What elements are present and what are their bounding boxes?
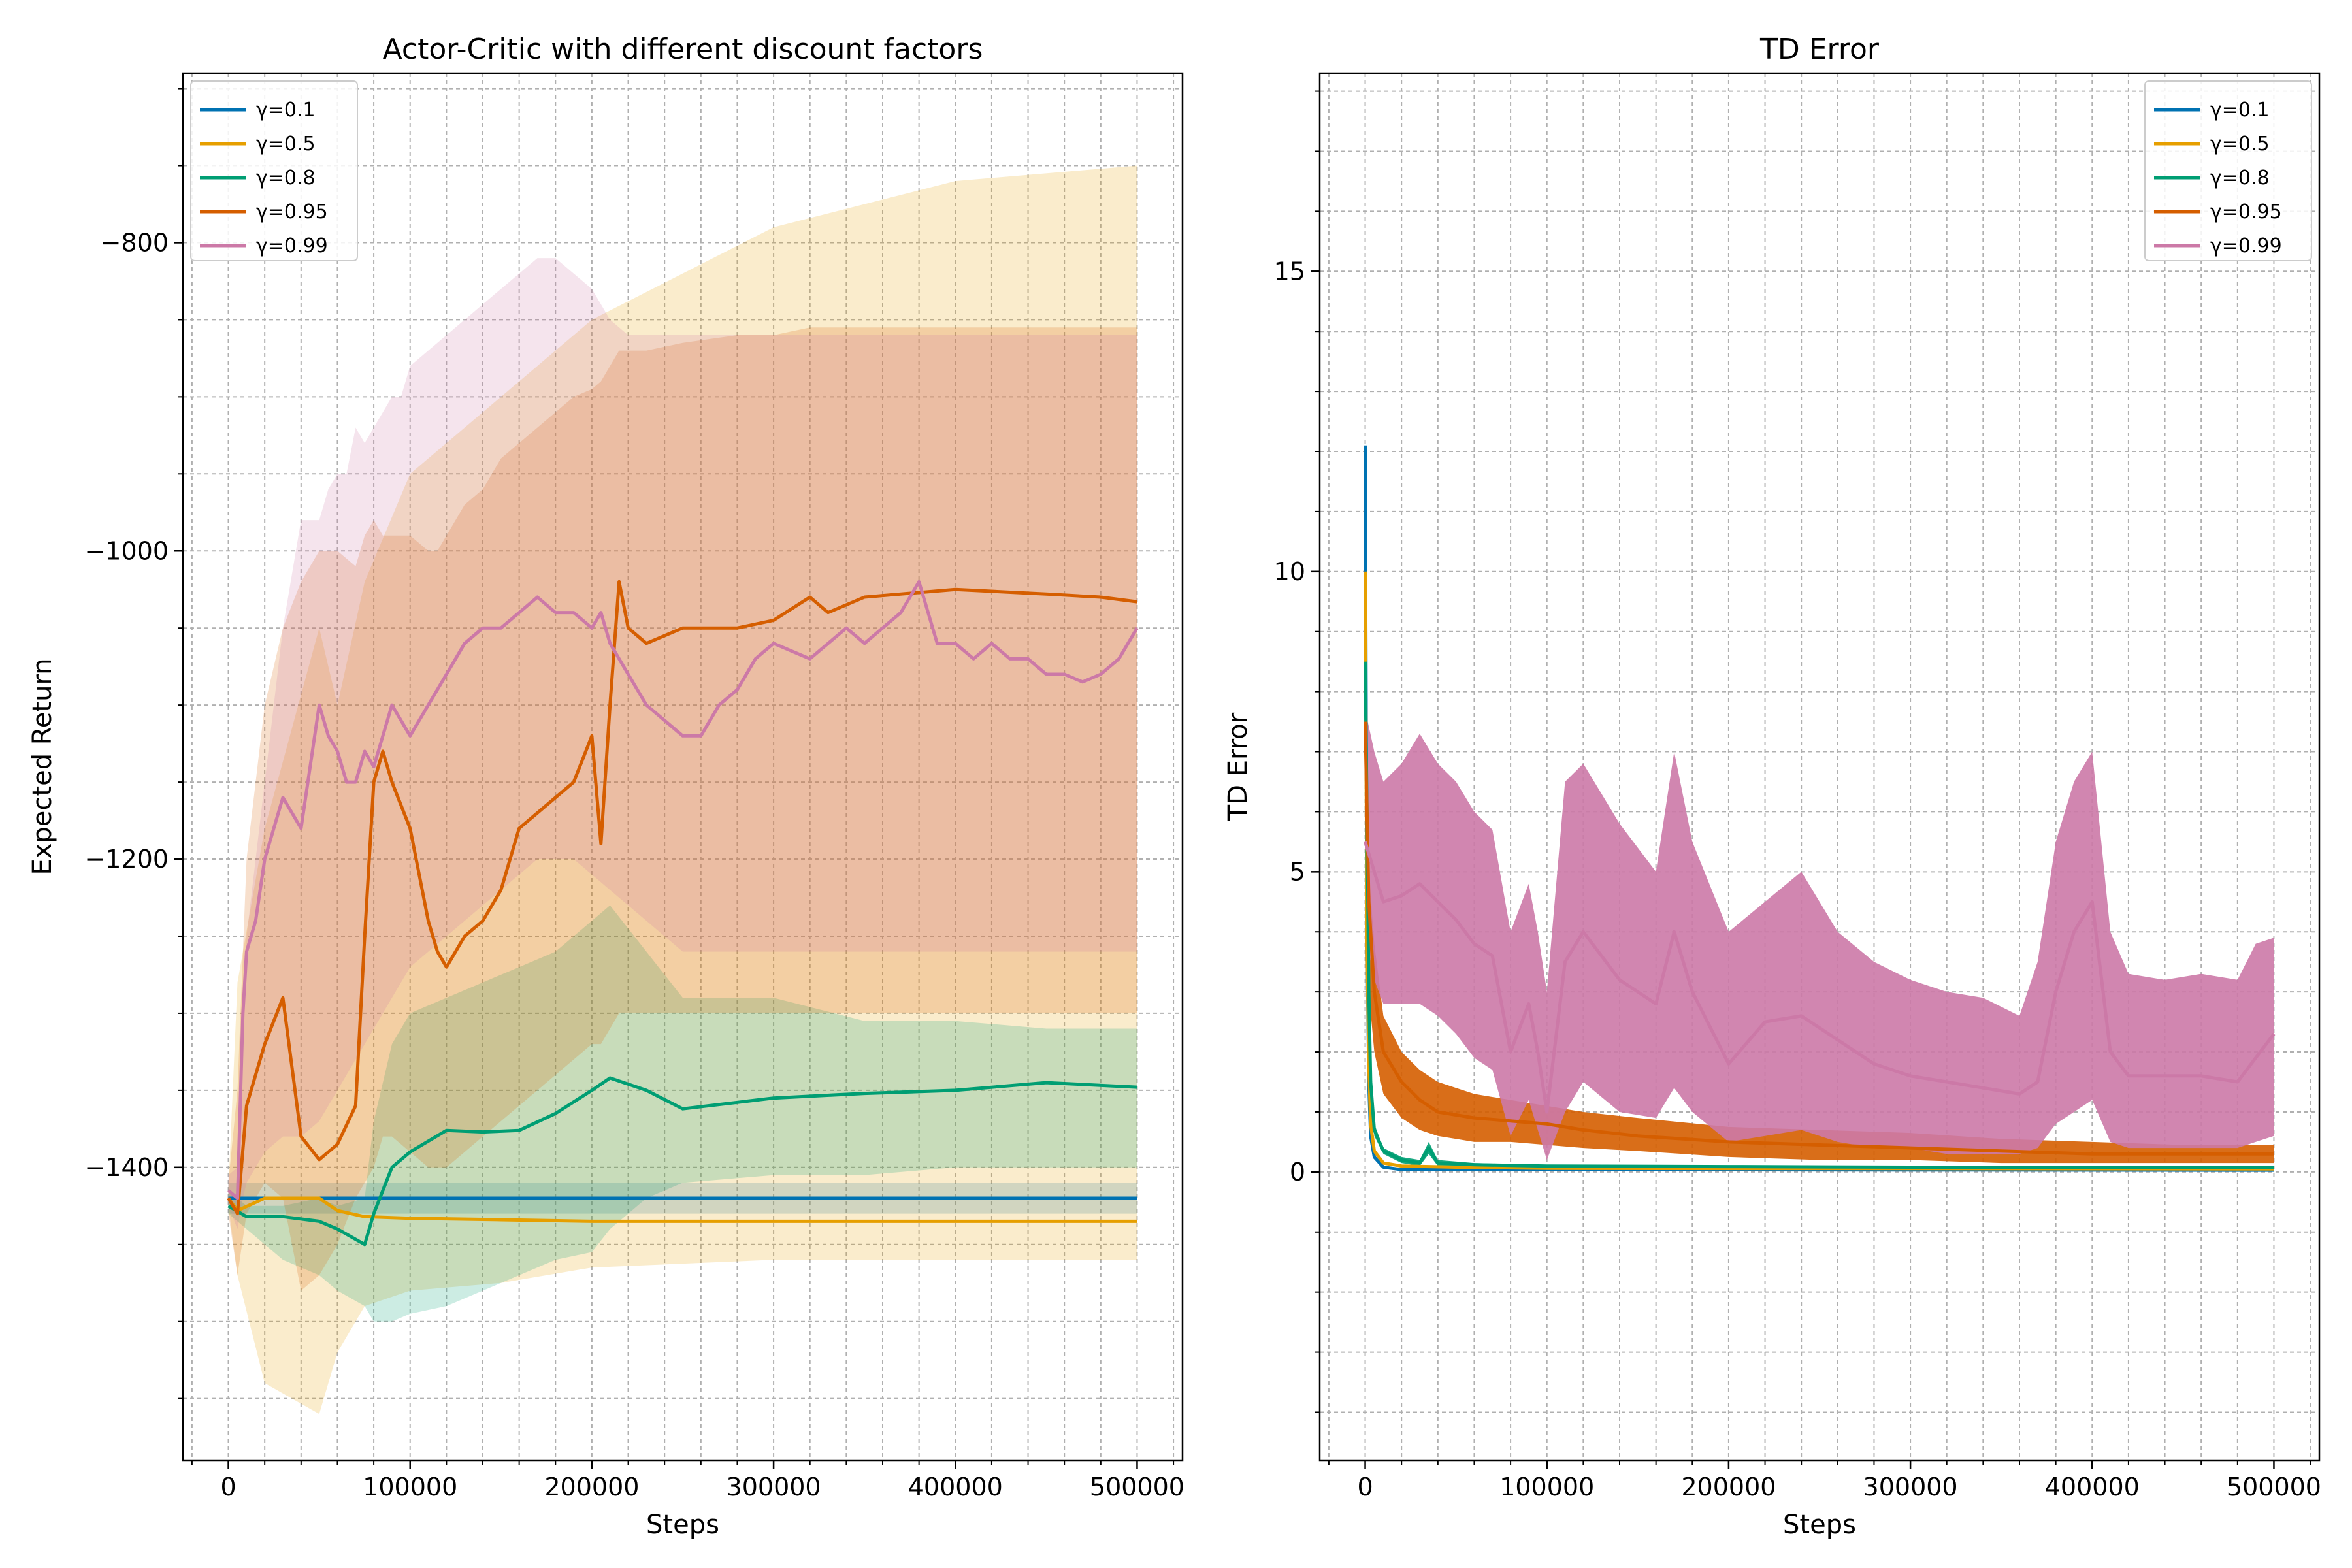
band-0.99: [1365, 710, 2274, 1160]
x-tick-label: 100000: [363, 1473, 457, 1501]
y-tick-label: 15: [1274, 257, 1305, 286]
x-axis-label: Steps: [646, 1510, 719, 1540]
legend-label: γ=0.1: [2210, 99, 2270, 122]
legend-label: γ=0.5: [2210, 133, 2270, 155]
x-axis-label: Steps: [1783, 1510, 1856, 1540]
band-0.99: [228, 258, 1137, 1230]
gridlines: [183, 73, 1183, 1460]
x-tick-label: 500000: [1090, 1473, 1184, 1501]
series-line-0.8: [227, 1076, 1137, 1247]
y-tick-label: −1400: [84, 1153, 169, 1182]
series-line-0.5: [227, 1196, 1137, 1223]
x-tick-label: 0: [220, 1473, 236, 1501]
y-axis-label: TD Error: [1223, 712, 1253, 821]
x-tick-label: 400000: [908, 1473, 1003, 1501]
legend: γ=0.1 γ=0.5 γ=0.8 γ=0.95 γ=0.99: [190, 80, 358, 261]
chart-title: TD Error: [1759, 33, 1880, 66]
series-line-0.99: [1364, 841, 2276, 1114]
series-layer: [1364, 445, 2276, 1172]
legend-label: γ=0.8: [2210, 167, 2270, 189]
y-tick-label: −1000: [84, 536, 169, 565]
y-tick-label: −800: [101, 228, 169, 257]
y-tick-label: −1200: [84, 845, 169, 874]
return-chart-panel: 0 100000 200000 300000 400000 500000 −1400 −120…: [27, 33, 1184, 1540]
legend-label: γ=0.99: [2210, 235, 2282, 257]
y-tick-label: 10: [1274, 557, 1305, 586]
x-tick-label: 200000: [544, 1473, 639, 1501]
band-0.95: [228, 327, 1137, 1291]
x-tick-label: 300000: [1863, 1473, 1958, 1501]
series-line-0.99: [227, 580, 1139, 1200]
legend-label: γ=0.95: [2210, 201, 2282, 223]
axes-frame: [1318, 72, 2321, 1462]
legend-label: γ=0.1: [256, 99, 316, 122]
x-tick-label: 500000: [2227, 1473, 2321, 1501]
y-tick-label: 5: [1290, 857, 1305, 886]
legend: γ=0.1 γ=0.5 γ=0.8 γ=0.95 γ=0.99: [2144, 80, 2312, 261]
series-line-0.95: [227, 580, 1137, 1216]
legend-label: γ=0.99: [256, 235, 328, 257]
series-layer: [227, 165, 1139, 1414]
axes-frame: [182, 72, 1184, 1462]
td-error-chart-panel: 0 100000 200000 300000 400000 500000 0 5 10 15 TD …: [1223, 33, 2321, 1540]
legend-label: γ=0.95: [256, 201, 328, 223]
x-tick-label: 0: [1357, 1473, 1373, 1501]
y-tick-label: 0: [1290, 1158, 1305, 1186]
legend-label: γ=0.5: [256, 133, 316, 155]
band-0.5: [228, 165, 1137, 1414]
series-line-0.95: [1364, 721, 2274, 1156]
y-axis-label: Expected Return: [27, 658, 57, 875]
x-tick-label: 200000: [1681, 1473, 1776, 1501]
legend-box: [2144, 80, 2312, 261]
legend-label: γ=0.8: [256, 167, 316, 189]
x-tick-label: 100000: [1499, 1473, 1594, 1501]
x-tick-label: 400000: [2045, 1473, 2140, 1501]
x-tick-label: 300000: [727, 1473, 821, 1501]
chart-title: Actor-Critic with different discount fac…: [383, 33, 983, 66]
legend-box: [190, 80, 358, 261]
series-line-0.8: [1364, 661, 2274, 1169]
